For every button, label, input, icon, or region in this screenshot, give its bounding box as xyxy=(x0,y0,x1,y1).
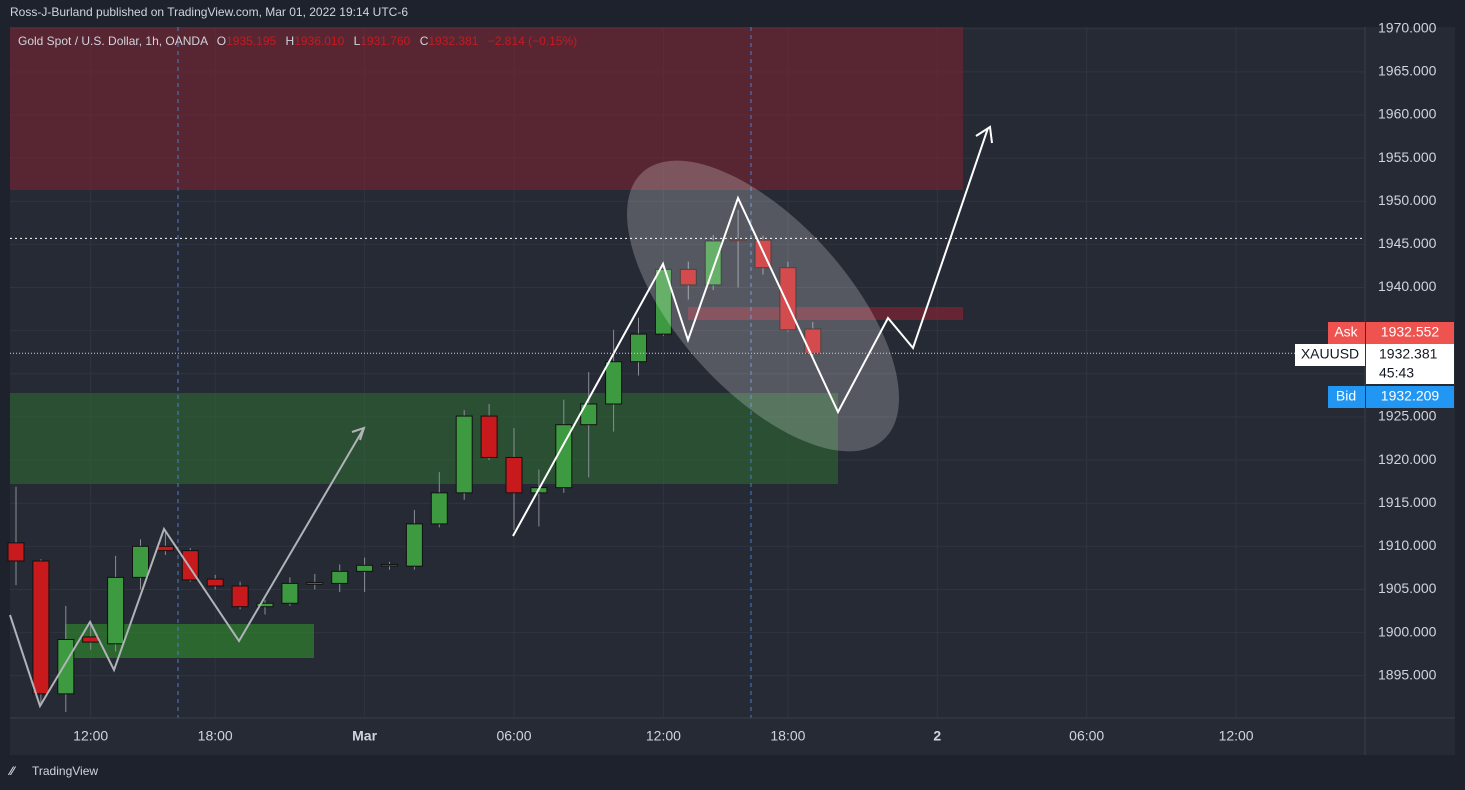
ohlc-key: C xyxy=(420,34,429,48)
candle-body xyxy=(729,238,747,242)
candle-body xyxy=(605,361,623,405)
y-tick-label: 1965.000 xyxy=(1378,63,1437,79)
brand-logo: ⁄⁄ xyxy=(7,764,17,778)
candle-body xyxy=(156,545,174,552)
candle-body xyxy=(555,424,573,489)
demand-zone xyxy=(10,393,838,484)
candle-body xyxy=(455,415,473,494)
y-tick-label: 1945.000 xyxy=(1378,235,1437,251)
x-tick-label: 06:00 xyxy=(1069,728,1104,744)
candle-body xyxy=(704,240,722,286)
bid-price: 1932.209 xyxy=(1381,388,1440,404)
ask-price-tag xyxy=(1366,322,1454,344)
arrow-head xyxy=(975,125,993,144)
ohlc-key: H xyxy=(286,34,295,48)
candle-body xyxy=(505,456,523,494)
y-tick-label: 1910.000 xyxy=(1378,537,1437,553)
ask-tag xyxy=(1328,322,1365,344)
projection-path xyxy=(9,427,365,709)
candle-body xyxy=(405,523,423,567)
candle-body xyxy=(331,570,349,584)
x-tick-label: 2 xyxy=(933,728,941,744)
candle-body xyxy=(7,542,25,562)
x-tick-label: 12:00 xyxy=(646,728,681,744)
x-tick-label: Mar xyxy=(352,728,377,744)
x-tick-label: 12:00 xyxy=(73,728,108,744)
last-price-tag xyxy=(1366,344,1454,384)
x-tick-label: 18:00 xyxy=(770,728,805,744)
ohlc-key: L xyxy=(354,34,361,48)
candle-body xyxy=(430,492,448,525)
candle-body xyxy=(231,585,249,608)
y-tick-label: 1900.000 xyxy=(1378,623,1437,639)
y-tick-label: 1950.000 xyxy=(1378,192,1437,208)
x-tick-label: 12:00 xyxy=(1219,728,1254,744)
y-tick-label: 1895.000 xyxy=(1378,666,1437,682)
candle-body xyxy=(107,576,125,645)
candle-body xyxy=(679,268,697,286)
bid-tag xyxy=(1328,386,1365,408)
bid-label: Bid xyxy=(1336,388,1356,404)
ohlc-value: 1936.010 xyxy=(294,34,344,48)
x-tick-label: 18:00 xyxy=(198,728,233,744)
y-tick-label: 1960.000 xyxy=(1378,106,1437,122)
demand-zone xyxy=(65,624,314,658)
x-axis: 12:00 18:00 Mar 06:00 12:00 18:00 2 06:00 12:00 xyxy=(73,728,1254,744)
y-tick-label: 1940.000 xyxy=(1378,278,1437,294)
ohlc-value: 1931.760 xyxy=(360,34,410,48)
candle-body xyxy=(32,560,50,695)
ohlc-key: O xyxy=(217,34,226,48)
candle-body xyxy=(82,636,100,643)
symbol-tag xyxy=(1295,344,1365,366)
brand: TradingView xyxy=(32,764,98,778)
arrow-head xyxy=(351,426,366,441)
candle-body xyxy=(57,638,75,695)
supply-zone xyxy=(688,307,963,320)
y-tick-label: 1920.000 xyxy=(1378,451,1437,467)
projection-path xyxy=(512,127,989,537)
symbol-legend: Gold Spot / U.S. Dollar, 1h, OANDA O1935… xyxy=(18,34,577,48)
candle-body xyxy=(381,563,398,567)
candles xyxy=(7,209,822,712)
symbol-title: Gold Spot / U.S. Dollar, 1h, OANDA xyxy=(18,34,208,48)
candle-body xyxy=(256,602,274,608)
y-tick-label: 1905.000 xyxy=(1378,580,1437,596)
x-tick-label: 06:00 xyxy=(496,728,531,744)
change: −2.814 (−0.15%) xyxy=(488,34,577,48)
candle-body xyxy=(630,333,647,363)
ask-label: Ask xyxy=(1334,324,1358,340)
candle-body xyxy=(132,545,149,578)
ohlc-value: 1935.195 xyxy=(226,34,276,48)
countdown: 45:43 xyxy=(1379,365,1414,381)
candle-body xyxy=(281,582,299,604)
candle-body xyxy=(306,582,324,585)
candle-body xyxy=(480,415,498,458)
symbol-label: XAUUSD xyxy=(1301,346,1359,362)
y-tick-label: 1970.000 xyxy=(1378,19,1437,35)
supply-zone xyxy=(10,27,963,190)
candle-body xyxy=(206,578,224,587)
y-tick-label: 1925.000 xyxy=(1378,408,1437,424)
candle-body xyxy=(356,564,374,572)
ask-price: 1932.552 xyxy=(1381,324,1440,340)
last-price: 1932.381 xyxy=(1379,346,1438,362)
ohlc-value: 1932.381 xyxy=(428,34,478,48)
bid-price-tag xyxy=(1366,386,1454,408)
highlight-ellipse xyxy=(626,160,900,452)
attribution: Ross-J-Burland published on TradingView.… xyxy=(10,5,408,19)
candle-body xyxy=(654,268,672,335)
y-tick-label: 1915.000 xyxy=(1378,494,1437,510)
y-tick-label: 1955.000 xyxy=(1378,149,1437,165)
